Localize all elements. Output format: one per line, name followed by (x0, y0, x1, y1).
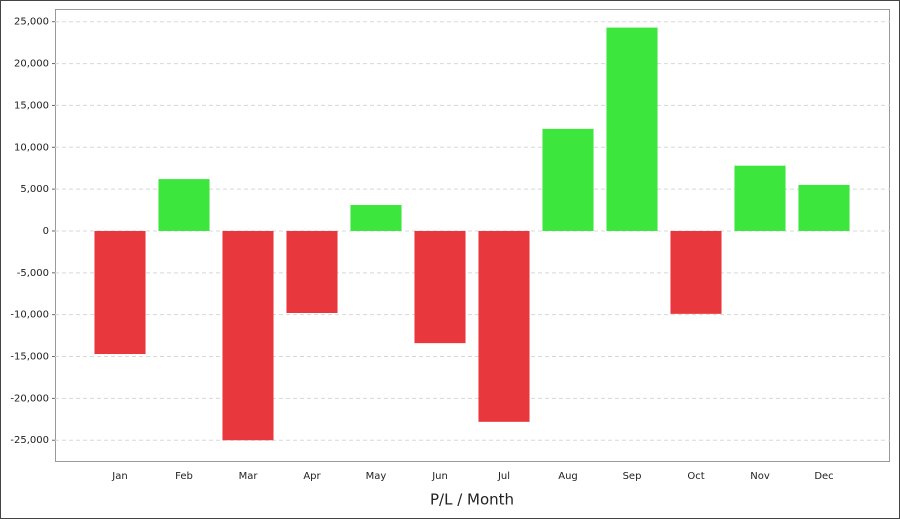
bar (734, 165, 786, 231)
plot-area (55, 9, 890, 462)
bar (478, 230, 530, 422)
bar (350, 205, 402, 231)
x-tick-label: Sep (623, 471, 642, 482)
x-tick-label: Jul (497, 471, 510, 482)
x-tick-label: Nov (750, 471, 770, 482)
bar (222, 230, 274, 441)
x-tick-label: Mar (239, 471, 259, 482)
x-tick-label: Dec (814, 471, 833, 482)
bar (158, 179, 210, 231)
x-tick-label: Jun (431, 471, 448, 482)
x-tick-label: Jan (111, 471, 127, 482)
bar (798, 184, 850, 231)
bar (94, 230, 146, 355)
y-tick-label: 10,000 (14, 142, 49, 153)
y-tick-label: -25,000 (10, 435, 49, 446)
x-tick-label: Feb (175, 471, 193, 482)
x-tick-label: May (366, 471, 387, 482)
y-tick-label: -5,000 (17, 268, 49, 279)
bar (606, 27, 658, 231)
y-tick-label: -15,000 (10, 352, 49, 363)
x-tick-label: Oct (687, 471, 704, 482)
y-tick-label: 25,000 (14, 17, 49, 28)
x-axis-label: P/L / Month (430, 491, 514, 509)
y-tick-label: -20,000 (10, 393, 49, 404)
bar (286, 230, 338, 314)
y-tick-label: 0 (43, 226, 49, 237)
x-tick-label: Aug (558, 471, 578, 482)
y-tick-label: 15,000 (14, 100, 49, 111)
x-tick-label: Apr (303, 471, 321, 482)
bar (414, 230, 466, 344)
y-tick-label: 20,000 (14, 59, 49, 70)
y-tick-label: -10,000 (10, 310, 49, 321)
y-tick-label: 5,000 (20, 184, 49, 195)
bar (670, 230, 722, 314)
bar (542, 128, 594, 231)
